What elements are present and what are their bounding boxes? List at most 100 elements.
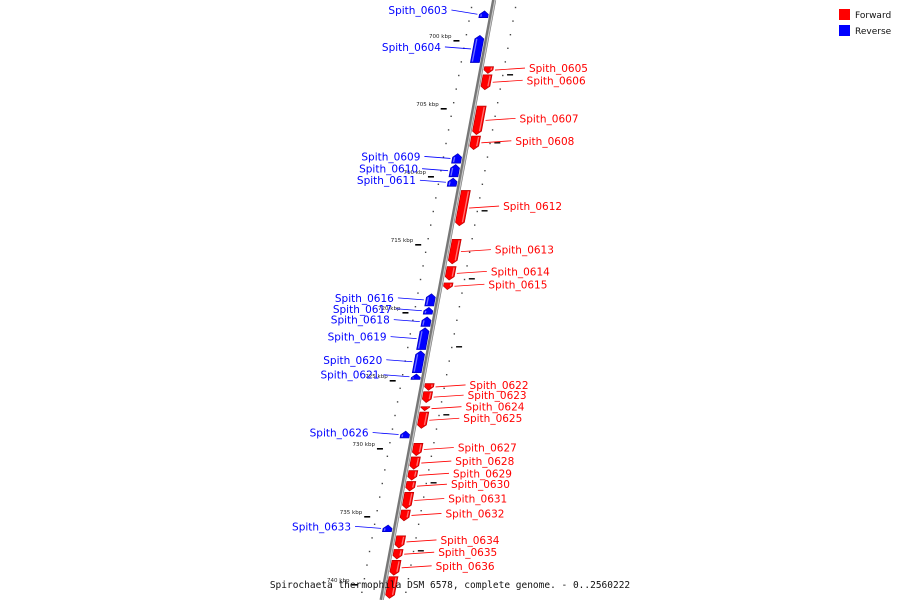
gene-feature[interactable]: [444, 266, 457, 281]
gene-label[interactable]: Spith_0632: [445, 508, 504, 520]
gene-arrow[interactable]: [389, 560, 402, 576]
gene-feature[interactable]: [420, 406, 431, 412]
gene-label[interactable]: Spith_0608: [515, 136, 574, 148]
gene-arrow[interactable]: [447, 239, 462, 265]
gene-feature[interactable]: [424, 383, 435, 391]
gene-label[interactable]: Spith_0623: [468, 390, 527, 402]
gene-arrow[interactable]: [451, 153, 462, 164]
gene-feature[interactable]: [409, 456, 421, 470]
gene-arrow[interactable]: [483, 66, 494, 74]
gene-feature[interactable]: [416, 327, 430, 350]
gene-arrow[interactable]: [409, 456, 421, 470]
gene-label[interactable]: Spith_0611: [357, 175, 416, 187]
gene-label[interactable]: Spith_0618: [331, 315, 390, 327]
gene-feature[interactable]: [389, 560, 402, 576]
gene-feature[interactable]: [394, 535, 406, 549]
gene-feature[interactable]: [385, 576, 399, 599]
gene-label[interactable]: Spith_0612: [503, 201, 562, 213]
gene-arrow[interactable]: [411, 350, 425, 373]
gene-arrow[interactable]: [443, 282, 454, 291]
gene-feature[interactable]: [478, 10, 489, 18]
gene-feature[interactable]: [417, 411, 430, 429]
gene-arrow[interactable]: [382, 524, 393, 533]
gene-arrow[interactable]: [444, 266, 457, 281]
gene-feature[interactable]: [455, 190, 471, 227]
gene-label[interactable]: Spith_0635: [438, 547, 497, 559]
gene-feature[interactable]: [399, 509, 411, 522]
gene-label[interactable]: Spith_0614: [491, 266, 550, 278]
gene-arrow[interactable]: [470, 34, 485, 63]
gene-label[interactable]: Spith_0615: [488, 279, 547, 291]
gene-label[interactable]: Spith_0625: [463, 413, 522, 425]
gene-feature[interactable]: [424, 293, 436, 307]
gene-feature[interactable]: [382, 524, 393, 533]
gene-arrow[interactable]: [480, 74, 493, 91]
gene-feature[interactable]: [402, 492, 415, 510]
gene-label[interactable]: Spith_0607: [520, 113, 579, 125]
gene-arrow[interactable]: [385, 576, 399, 599]
gene-feature[interactable]: [420, 316, 432, 327]
gene-label[interactable]: Spith_0631: [448, 493, 507, 505]
gene-feature[interactable]: [446, 177, 458, 187]
gene-arrow[interactable]: [402, 492, 415, 510]
gene-arrow[interactable]: [424, 293, 436, 307]
gene-label[interactable]: Spith_0636: [436, 561, 495, 573]
gene-feature[interactable]: [422, 306, 434, 315]
gene-arrow[interactable]: [446, 177, 458, 187]
gene-label[interactable]: Spith_0620: [323, 355, 382, 367]
gene-arrow[interactable]: [407, 470, 419, 481]
gene-arrow[interactable]: [420, 406, 431, 412]
gene-label[interactable]: Spith_0630: [451, 479, 510, 491]
gene-label[interactable]: Spith_0617: [333, 304, 392, 316]
gene-feature[interactable]: [410, 373, 421, 380]
gene-feature[interactable]: [392, 549, 404, 560]
gene-label[interactable]: Spith_0603: [388, 5, 447, 17]
gene-arrow[interactable]: [394, 535, 406, 549]
gene-feature[interactable]: [443, 282, 454, 291]
gene-feature[interactable]: [421, 391, 434, 403]
gene-label[interactable]: Spith_0610: [359, 164, 418, 176]
gene-arrow[interactable]: [417, 411, 430, 429]
gene-label[interactable]: Spith_0622: [470, 380, 529, 392]
gene-label[interactable]: Spith_0605: [529, 63, 588, 75]
gene-feature[interactable]: [447, 239, 462, 265]
gene-label[interactable]: Spith_0604: [382, 42, 441, 54]
gene-arrow[interactable]: [405, 481, 417, 492]
gene-label[interactable]: Spith_0609: [361, 151, 420, 163]
gene-feature[interactable]: [412, 443, 424, 456]
gene-arrow[interactable]: [478, 10, 489, 18]
gene-feature[interactable]: [451, 153, 462, 164]
gene-label[interactable]: Spith_0633: [292, 521, 351, 533]
gene-arrow[interactable]: [448, 164, 460, 178]
gene-label[interactable]: Spith_0606: [527, 75, 586, 87]
gene-feature[interactable]: [448, 164, 460, 178]
gene-arrow[interactable]: [399, 509, 411, 522]
gene-feature[interactable]: [483, 66, 494, 74]
gene-feature[interactable]: [405, 481, 417, 492]
gene-arrow[interactable]: [424, 383, 435, 391]
gene-label[interactable]: Spith_0627: [458, 442, 517, 454]
gene-feature[interactable]: [469, 135, 481, 150]
gene-feature[interactable]: [472, 105, 487, 136]
gene-arrow[interactable]: [422, 306, 434, 315]
gene-feature[interactable]: [407, 470, 419, 481]
gene-label[interactable]: Spith_0624: [465, 402, 524, 414]
gene-label[interactable]: Spith_0628: [455, 456, 514, 468]
gene-feature[interactable]: [480, 74, 493, 91]
gene-label[interactable]: Spith_0634: [440, 535, 499, 547]
gene-arrow[interactable]: [392, 549, 404, 560]
gene-arrow[interactable]: [420, 316, 432, 327]
gene-arrow[interactable]: [472, 105, 487, 136]
gene-label[interactable]: Spith_0619: [328, 332, 387, 344]
gene-label[interactable]: Spith_0629: [453, 468, 512, 480]
gene-arrow[interactable]: [421, 391, 434, 403]
gene-arrow[interactable]: [455, 190, 471, 227]
gene-arrow[interactable]: [399, 430, 410, 439]
gene-arrow[interactable]: [469, 135, 481, 150]
gene-label[interactable]: Spith_0616: [335, 293, 394, 305]
gene-arrow[interactable]: [416, 327, 430, 350]
gene-feature[interactable]: [399, 430, 410, 439]
gene-label[interactable]: Spith_0621: [320, 370, 379, 382]
gene-feature[interactable]: [470, 34, 485, 63]
gene-arrow[interactable]: [410, 373, 421, 380]
